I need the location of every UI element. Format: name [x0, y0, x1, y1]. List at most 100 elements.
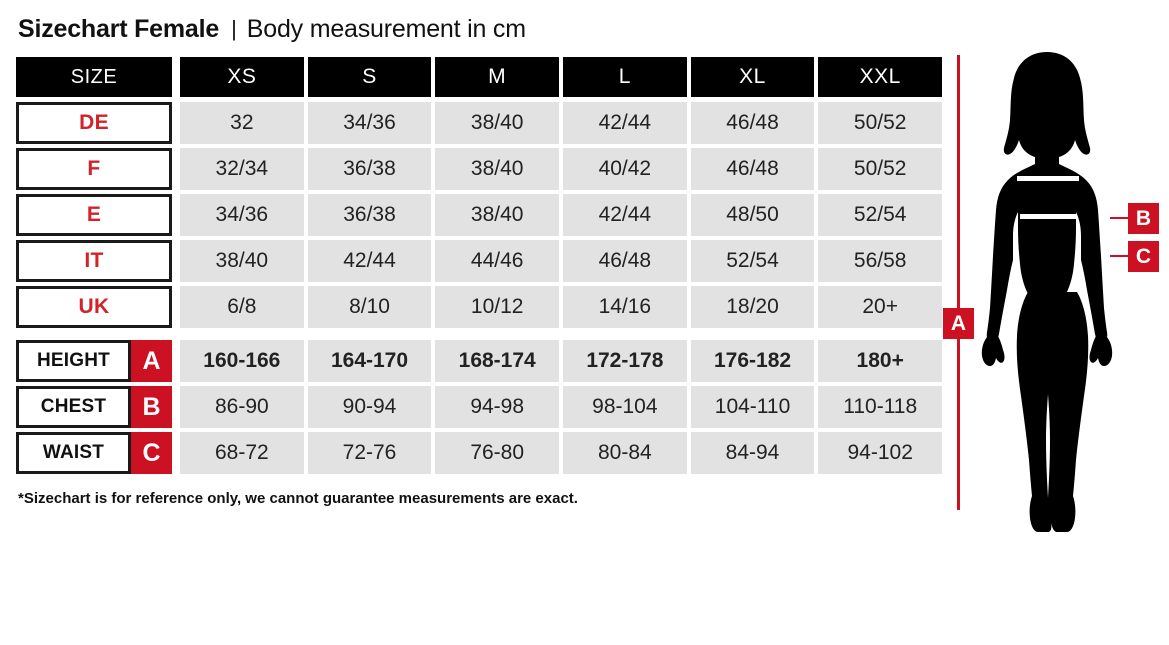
meas-badge-a: A	[131, 340, 172, 382]
row-label-e: E	[16, 194, 172, 236]
meas-name-waist: WAIST	[16, 432, 131, 474]
cell-it-xl: 52/54	[690, 240, 815, 282]
cell-height-xl: 176-182	[690, 340, 815, 382]
cell-f-xs: 32/34	[180, 148, 304, 190]
table-row: IT 38/40 42/44 44/46 46/48 52/54 56/58	[16, 240, 943, 282]
meas-name-chest: CHEST	[16, 386, 131, 428]
row-label-it: IT	[16, 240, 172, 282]
chest-leader-line	[1110, 217, 1128, 219]
figure-badge-a: A	[943, 308, 974, 339]
title-separator: |	[231, 16, 237, 41]
cell-e-xxl: 52/54	[818, 194, 943, 236]
cell-e-l: 42/44	[563, 194, 687, 236]
disclaimer-text: *Sizechart is for reference only, we can…	[18, 490, 578, 507]
body-figure-panel: A B C	[942, 40, 1169, 540]
cell-chest-xs: 86-90	[180, 386, 304, 428]
meas-badge-b: B	[131, 386, 172, 428]
header-size-xxl: XXL	[818, 57, 943, 97]
cell-de-s: 34/36	[307, 102, 432, 144]
cell-e-xl: 48/50	[690, 194, 815, 236]
cell-f-s: 36/38	[307, 148, 432, 190]
cell-e-s: 36/38	[307, 194, 432, 236]
cell-it-m: 44/46	[435, 240, 560, 282]
table-row: WAIST C 68-72 72-76 76-80 80-84 84-94 94…	[16, 432, 943, 474]
cell-waist-s: 72-76	[307, 432, 432, 474]
cell-de-xs: 32	[180, 102, 304, 144]
meas-badge-c: C	[131, 432, 172, 474]
cell-waist-xxl: 94-102	[818, 432, 943, 474]
row-cells-height: 160-166 164-170 168-174 172-178 176-182 …	[180, 340, 943, 382]
table-row: F 32/34 36/38 38/40 40/42 46/48 50/52	[16, 148, 943, 190]
title-subtitle: Body measurement in cm	[246, 14, 526, 43]
cell-waist-xs: 68-72	[180, 432, 304, 474]
row-cells-uk: 6/8 8/10 10/12 14/16 18/20 20+	[180, 286, 943, 328]
row-label-waist: WAIST C	[16, 432, 172, 474]
cell-it-xxl: 56/58	[818, 240, 943, 282]
row-cells-waist: 68-72 72-76 76-80 80-84 84-94 94-102	[180, 432, 943, 474]
page-title: Sizechart Female | Body measurement in c…	[18, 12, 526, 46]
cell-e-m: 38/40	[435, 194, 560, 236]
row-cells-e: 34/36 36/38 38/40 42/44 48/50 52/54	[180, 194, 943, 236]
table-row: HEIGHT A 160-166 164-170 168-174 172-178…	[16, 340, 943, 382]
row-label-chest: CHEST B	[16, 386, 172, 428]
row-label-height: HEIGHT A	[16, 340, 172, 382]
cell-chest-xxl: 110-118	[818, 386, 943, 428]
row-label-uk: UK	[16, 286, 172, 328]
cell-de-xl: 46/48	[690, 102, 815, 144]
cell-chest-m: 94-98	[435, 386, 560, 428]
cell-e-xs: 34/36	[180, 194, 304, 236]
table-row: UK 6/8 8/10 10/12 14/16 18/20 20+	[16, 286, 943, 328]
cell-height-xxl: 180+	[818, 340, 943, 382]
cell-chest-s: 90-94	[307, 386, 432, 428]
figure-badge-b: B	[1128, 203, 1159, 234]
row-label-de: DE	[16, 102, 172, 144]
row-cells-f: 32/34 36/38 38/40 40/42 46/48 50/52	[180, 148, 943, 190]
cell-f-xl: 46/48	[690, 148, 815, 190]
cell-uk-s: 8/10	[307, 286, 432, 328]
cell-chest-l: 98-104	[563, 386, 687, 428]
table-row: DE 32 34/36 38/40 42/44 46/48 50/52	[16, 102, 943, 144]
meas-name-height: HEIGHT	[16, 340, 131, 382]
cell-it-s: 42/44	[307, 240, 432, 282]
cell-it-l: 46/48	[563, 240, 687, 282]
header-size-cells: XS S M L XL XXL	[180, 57, 943, 97]
cell-chest-xl: 104-110	[690, 386, 815, 428]
cell-uk-m: 10/12	[435, 286, 560, 328]
cell-uk-xl: 18/20	[690, 286, 815, 328]
row-cells-chest: 86-90 90-94 94-98 98-104 104-110 110-118	[180, 386, 943, 428]
row-label-f: F	[16, 148, 172, 190]
cell-height-xs: 160-166	[180, 340, 304, 382]
cell-uk-l: 14/16	[563, 286, 687, 328]
figure-badge-c: C	[1128, 241, 1159, 272]
cell-it-xs: 38/40	[180, 240, 304, 282]
cell-height-l: 172-178	[563, 340, 687, 382]
cell-de-l: 42/44	[563, 102, 687, 144]
cell-f-xxl: 50/52	[818, 148, 943, 190]
female-silhouette-icon	[981, 52, 1113, 532]
cell-uk-xxl: 20+	[818, 286, 943, 328]
cell-waist-xl: 84-94	[690, 432, 815, 474]
row-cells-it: 38/40 42/44 44/46 46/48 52/54 56/58	[180, 240, 943, 282]
table-header-row: SIZE XS S M L XL XXL	[16, 57, 943, 97]
header-size-xs: XS	[180, 57, 304, 97]
cell-waist-l: 80-84	[563, 432, 687, 474]
cell-waist-m: 76-80	[435, 432, 560, 474]
cell-f-m: 38/40	[435, 148, 560, 190]
table-row: CHEST B 86-90 90-94 94-98 98-104 104-110…	[16, 386, 943, 428]
height-measure-line	[957, 55, 960, 510]
cell-f-l: 40/42	[563, 148, 687, 190]
sizechart-table: SIZE XS S M L XL XXL DE 32 34/36 38/40 4…	[16, 57, 943, 478]
header-size-xl: XL	[690, 57, 815, 97]
header-size-l: L	[563, 57, 687, 97]
row-cells-de: 32 34/36 38/40 42/44 46/48 50/52	[180, 102, 943, 144]
cell-uk-xs: 6/8	[180, 286, 304, 328]
cell-height-m: 168-174	[435, 340, 560, 382]
cell-height-s: 164-170	[307, 340, 432, 382]
waist-leader-line	[1110, 255, 1128, 257]
table-row: E 34/36 36/38 38/40 42/44 48/50 52/54	[16, 194, 943, 236]
cell-de-xxl: 50/52	[818, 102, 943, 144]
header-size-s: S	[307, 57, 432, 97]
header-label-size: SIZE	[16, 57, 172, 97]
cell-de-m: 38/40	[435, 102, 560, 144]
title-main: Sizechart Female	[18, 14, 220, 43]
